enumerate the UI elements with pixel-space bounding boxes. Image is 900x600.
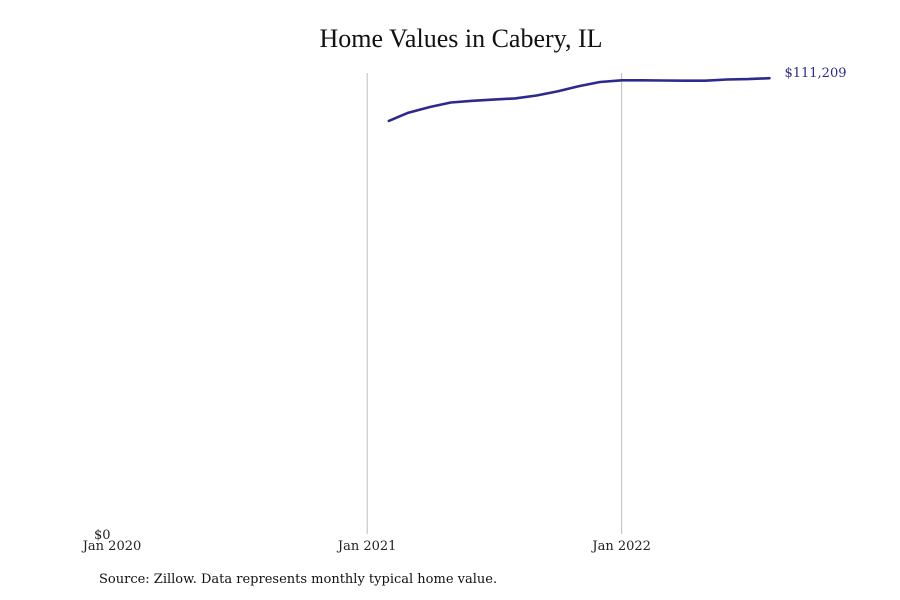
grid-layer <box>366 73 623 534</box>
chart-title: Home Values in Cabery, IL <box>319 24 603 53</box>
series-line <box>387 76 771 123</box>
x-tick-label: Jan 2022 <box>590 539 651 554</box>
y-tick-label: $0 <box>94 528 111 543</box>
end-value-label: $111,209 <box>784 66 846 81</box>
x-tick-label: Jan 2021 <box>336 539 397 554</box>
line-layer <box>387 76 771 123</box>
source-note: Source: Zillow. Data represents monthly … <box>99 572 498 587</box>
label-layer: Jan 2020 Jan 2021 Jan 2022 $0 $111,209 <box>81 66 847 554</box>
x-tick-label: Jan 2020 <box>81 539 142 554</box>
